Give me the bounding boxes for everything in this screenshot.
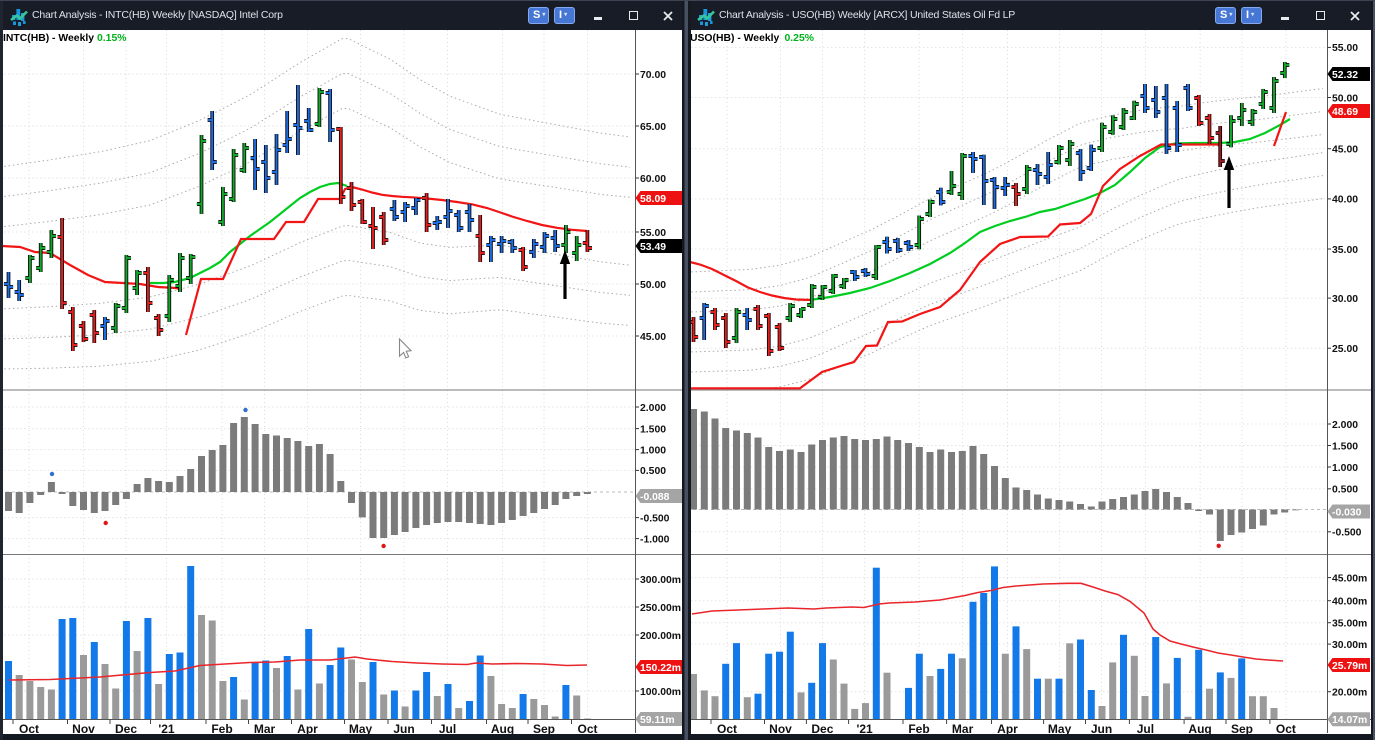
svg-text:25.00: 25.00	[1332, 344, 1358, 355]
svg-text:2.000: 2.000	[1332, 420, 1358, 431]
svg-text:INTC(HB) - Weekly: INTC(HB) - Weekly	[3, 33, 94, 44]
svg-text:60.00: 60.00	[640, 174, 666, 185]
svg-text:1.000: 1.000	[640, 445, 666, 456]
svg-text:40.00: 40.00	[1332, 195, 1358, 206]
svg-text:45.00: 45.00	[1332, 145, 1358, 156]
svg-text:55.00: 55.00	[1332, 43, 1358, 54]
svg-text:0.500: 0.500	[1332, 485, 1358, 496]
svg-text:'21: '21	[856, 722, 873, 734]
svg-text:Jul: Jul	[1137, 722, 1154, 734]
svg-text:Dec: Dec	[811, 722, 833, 734]
svg-text:250.00m: 250.00m	[640, 603, 681, 614]
svg-text:Nov: Nov	[72, 722, 95, 734]
svg-text:2.000: 2.000	[640, 403, 666, 414]
svg-text:Oct: Oct	[19, 722, 39, 734]
svg-text:Aug: Aug	[491, 722, 514, 734]
svg-text:Apr: Apr	[297, 722, 318, 734]
svg-text:25.79m: 25.79m	[1332, 661, 1367, 672]
svg-text:50.00: 50.00	[640, 280, 666, 291]
svg-text:-1.000: -1.000	[640, 534, 670, 545]
svg-text:55.00: 55.00	[640, 228, 666, 239]
svg-text:Feb: Feb	[908, 722, 929, 734]
svg-text:1.500: 1.500	[1332, 441, 1358, 452]
svg-text:Jul: Jul	[439, 722, 456, 734]
svg-text:Jun: Jun	[1091, 722, 1112, 734]
svg-text:Dec: Dec	[115, 722, 137, 734]
svg-text:52.32: 52.32	[1332, 70, 1358, 81]
svg-text:Mar: Mar	[254, 722, 276, 734]
svg-text:Nov: Nov	[769, 722, 792, 734]
svg-text:Feb: Feb	[211, 722, 232, 734]
svg-text:30.00: 30.00	[1332, 294, 1358, 305]
svg-text:58.09: 58.09	[640, 194, 666, 205]
svg-text:35.00m: 35.00m	[1332, 619, 1367, 630]
svg-text:200.00m: 200.00m	[640, 631, 681, 642]
svg-text:-0.030: -0.030	[1332, 507, 1362, 518]
svg-text:59.11m: 59.11m	[640, 715, 675, 726]
svg-text:150.22m: 150.22m	[640, 663, 681, 674]
svg-text:40.00m: 40.00m	[1332, 597, 1367, 608]
svg-text:-0.088: -0.088	[640, 492, 670, 503]
svg-text:Apr: Apr	[997, 722, 1018, 734]
svg-text:Oct: Oct	[1276, 722, 1296, 734]
svg-text:50.00: 50.00	[1332, 93, 1358, 104]
svg-text:0.15%: 0.15%	[97, 33, 126, 44]
svg-text:1.500: 1.500	[640, 424, 666, 435]
svg-text:Jun: Jun	[393, 722, 414, 734]
svg-text:0.500: 0.500	[640, 466, 666, 477]
svg-text:70.00: 70.00	[640, 70, 666, 81]
svg-text:Sep: Sep	[533, 722, 555, 734]
svg-text:'21: '21	[158, 722, 175, 734]
svg-text:300.00m: 300.00m	[640, 575, 681, 586]
svg-text:-0.500: -0.500	[640, 513, 670, 524]
svg-text:Aug: Aug	[1188, 722, 1211, 734]
svg-text:100.00m: 100.00m	[640, 687, 681, 698]
svg-text:14.07m: 14.07m	[1332, 715, 1367, 726]
svg-text:48.69: 48.69	[1332, 107, 1358, 118]
svg-text:Oct: Oct	[577, 722, 597, 734]
svg-text:-0.500: -0.500	[1332, 528, 1362, 539]
svg-text:USO(HB) - Weekly: USO(HB) - Weekly	[690, 33, 780, 44]
svg-text:Oct: Oct	[717, 722, 737, 734]
svg-text:35.00: 35.00	[1332, 245, 1358, 256]
svg-text:1.000: 1.000	[1332, 463, 1358, 474]
svg-text:30.00m: 30.00m	[1332, 640, 1367, 651]
svg-text:45.00: 45.00	[640, 332, 666, 343]
svg-text:45.00m: 45.00m	[1332, 573, 1367, 584]
svg-text:20.00m: 20.00m	[1332, 688, 1367, 699]
svg-text:Mar: Mar	[952, 722, 974, 734]
svg-text:53.49: 53.49	[640, 242, 666, 253]
svg-text:Sep: Sep	[1231, 722, 1253, 734]
svg-text:May: May	[1048, 722, 1072, 734]
svg-text:May: May	[349, 722, 373, 734]
svg-text:65.00: 65.00	[640, 122, 666, 133]
svg-text:0.25%: 0.25%	[785, 33, 814, 44]
